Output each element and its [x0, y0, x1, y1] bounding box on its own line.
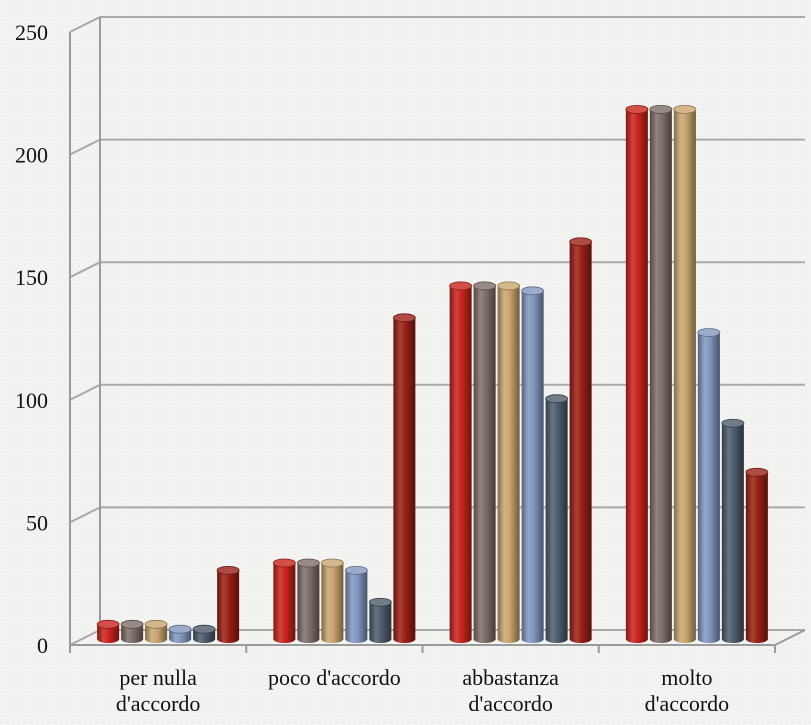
y-tick-label: 250 [15, 20, 48, 45]
bar [192, 624, 216, 643]
bar [344, 565, 368, 643]
bar [320, 558, 344, 643]
bar [497, 281, 521, 643]
y-tick-labels: 0 50 100 150 200 250 [15, 20, 48, 658]
y-tick-label: 150 [15, 265, 48, 290]
bar [272, 558, 296, 643]
bar [697, 328, 721, 643]
bar [296, 558, 320, 643]
bar [120, 619, 144, 643]
y-tick-label: 100 [15, 388, 48, 413]
bar [569, 237, 593, 643]
x-category-label: poco d'accordo [268, 665, 401, 690]
bar [649, 104, 673, 644]
bar [96, 619, 120, 643]
bar [673, 104, 697, 644]
gridline-250 [69, 16, 101, 33]
bar [721, 418, 745, 643]
gridline-150 [69, 261, 101, 279]
bar [168, 624, 192, 643]
bar [449, 281, 473, 643]
gridline-200 [69, 138, 101, 156]
y-tick-label: 0 [37, 633, 48, 658]
bar [392, 313, 416, 643]
gridline-100 [69, 383, 101, 401]
x-category-label: abbastanza d'accordo [462, 665, 559, 716]
bars [96, 104, 769, 644]
bar [545, 394, 569, 643]
gridline-0 [69, 629, 101, 646]
gridline-50 [69, 506, 101, 524]
y-tick-label: 50 [26, 510, 48, 535]
floor-right-edge [774, 629, 806, 646]
axes [69, 17, 806, 653]
bar [521, 286, 545, 643]
bar [745, 467, 769, 643]
bar [144, 619, 168, 643]
x-category-labels: per nulla d'accordo poco d'accordo abbastan… [116, 665, 729, 716]
bar [625, 104, 649, 644]
bar [473, 281, 497, 643]
x-category-label: per nulla d'accordo [116, 665, 201, 716]
y-tick-label: 200 [15, 143, 48, 168]
x-category-label: molto d'accordo [645, 665, 730, 716]
bar [216, 565, 240, 643]
bar [368, 597, 392, 643]
